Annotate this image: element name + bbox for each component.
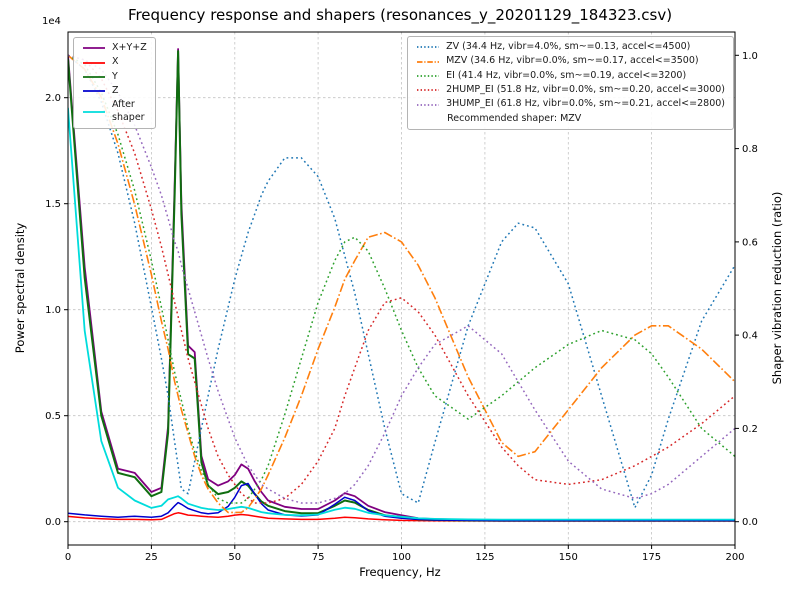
tick-label-y-left: 2.0 (45, 93, 61, 104)
legend-swatch (83, 61, 105, 64)
legend-item-x: X (82, 56, 147, 68)
tick-label-x: 200 (725, 552, 744, 563)
tick-label-x: 125 (475, 552, 494, 563)
tick-label-y-right: 0.2 (742, 424, 758, 435)
legend-shapers: ZV (34.4 Hz, vibr=4.0%, sm~=0.13, accel<… (407, 36, 734, 131)
legend-item-z: Z (82, 85, 147, 97)
legend-recommended-shaper: Recommended shaper: MZV (447, 112, 582, 124)
tick-label-x: 0 (65, 552, 71, 563)
y-axis-label-right: Shaper vibration reduction (ratio) (770, 191, 784, 385)
tick-label-x: 100 (392, 552, 411, 563)
tick-label-x: 75 (312, 552, 325, 563)
legend-label: ZV (34.4 Hz, vibr=4.0%, sm~=0.13, accel<… (446, 41, 691, 52)
legend-item-ZV: ZV (34.4 Hz, vibr=4.0%, sm~=0.13, accel<… (416, 41, 725, 53)
tick-label-x: 175 (642, 552, 661, 563)
tick-label-y-left: 0.0 (45, 517, 61, 528)
legend-item-y: Y (82, 71, 147, 83)
legend-swatch (83, 90, 105, 93)
legend-label: 2HUMP_EI (51.8 Hz, vibr=0.0%, sm~=0.20, … (446, 84, 725, 96)
legend-label: EI (41.4 Hz, vibr=0.0%, sm~=0.19, accel<… (446, 69, 687, 81)
tick-label-x: 25 (145, 552, 158, 563)
chart-title: Frequency response and shapers (resonanc… (127, 6, 673, 24)
legend-label: X+Y+Z (112, 42, 147, 53)
legend-label: 3HUMP_EI (61.8 Hz, vibr=0.0%, sm~=0.21, … (446, 98, 725, 110)
legend-item-EI: EI (41.4 Hz, vibr=0.0%, sm~=0.19, accel<… (416, 70, 725, 82)
series-MZV (68, 54, 735, 514)
tick-label-y-right: 1.0 (742, 51, 758, 62)
legend-label: X (112, 56, 119, 68)
legend-item-3HUMP_EI: 3HUMP_EI (61.8 Hz, vibr=0.0%, sm~=0.21, … (416, 98, 725, 110)
tick-label-x: 150 (559, 552, 578, 563)
tick-label-y-left: 1.5 (45, 199, 61, 210)
legend-swatch (83, 47, 105, 50)
legend-psd: X+Y+Z X Y Z After shaper (73, 37, 156, 130)
series-after-shaper (68, 107, 735, 521)
tick-label-y-right: 0.8 (742, 144, 758, 155)
tick-label-y-left: 1.0 (45, 305, 61, 316)
legend-item-after-shaper: After shaper (82, 99, 147, 124)
legend-swatch (83, 110, 105, 113)
tick-label-y-right: 0.0 (742, 517, 758, 528)
y-axis-label-left: Power spectral density (13, 222, 27, 354)
legend-swatch (83, 75, 105, 78)
tick-label-y-right: 0.4 (742, 331, 758, 342)
legend-item-xyz: X+Y+Z (82, 42, 147, 54)
series-2HUMP_EI (68, 54, 735, 504)
legend-item-2HUMP_EI: 2HUMP_EI (51.8 Hz, vibr=0.0%, sm~=0.20, … (416, 84, 725, 96)
legend-label: Y (112, 70, 118, 82)
legend-swatch (417, 74, 440, 77)
legend-swatch (417, 46, 440, 49)
legend-label: After shaper (112, 99, 145, 123)
x-axis-label: Frequency, Hz (359, 565, 441, 579)
tick-label-x: 50 (228, 552, 241, 563)
legend-label: Z (112, 85, 119, 97)
legend-swatch (417, 103, 440, 106)
legend-label: MZV (34.6 Hz, vibr=0.0%, sm~=0.17, accel… (446, 55, 699, 67)
tick-label-y-right: 0.6 (742, 237, 758, 248)
series-z (68, 482, 735, 522)
series-ZV (68, 54, 735, 509)
legend-swatch (417, 89, 440, 92)
legend-swatch (417, 60, 440, 63)
tick-label-y-left: 0.5 (45, 411, 61, 422)
legend-item-MZV: MZV (34.6 Hz, vibr=0.0%, sm~=0.17, accel… (416, 55, 725, 67)
axis-offset-label: 1e4 (42, 16, 61, 27)
series-EI (68, 54, 735, 504)
